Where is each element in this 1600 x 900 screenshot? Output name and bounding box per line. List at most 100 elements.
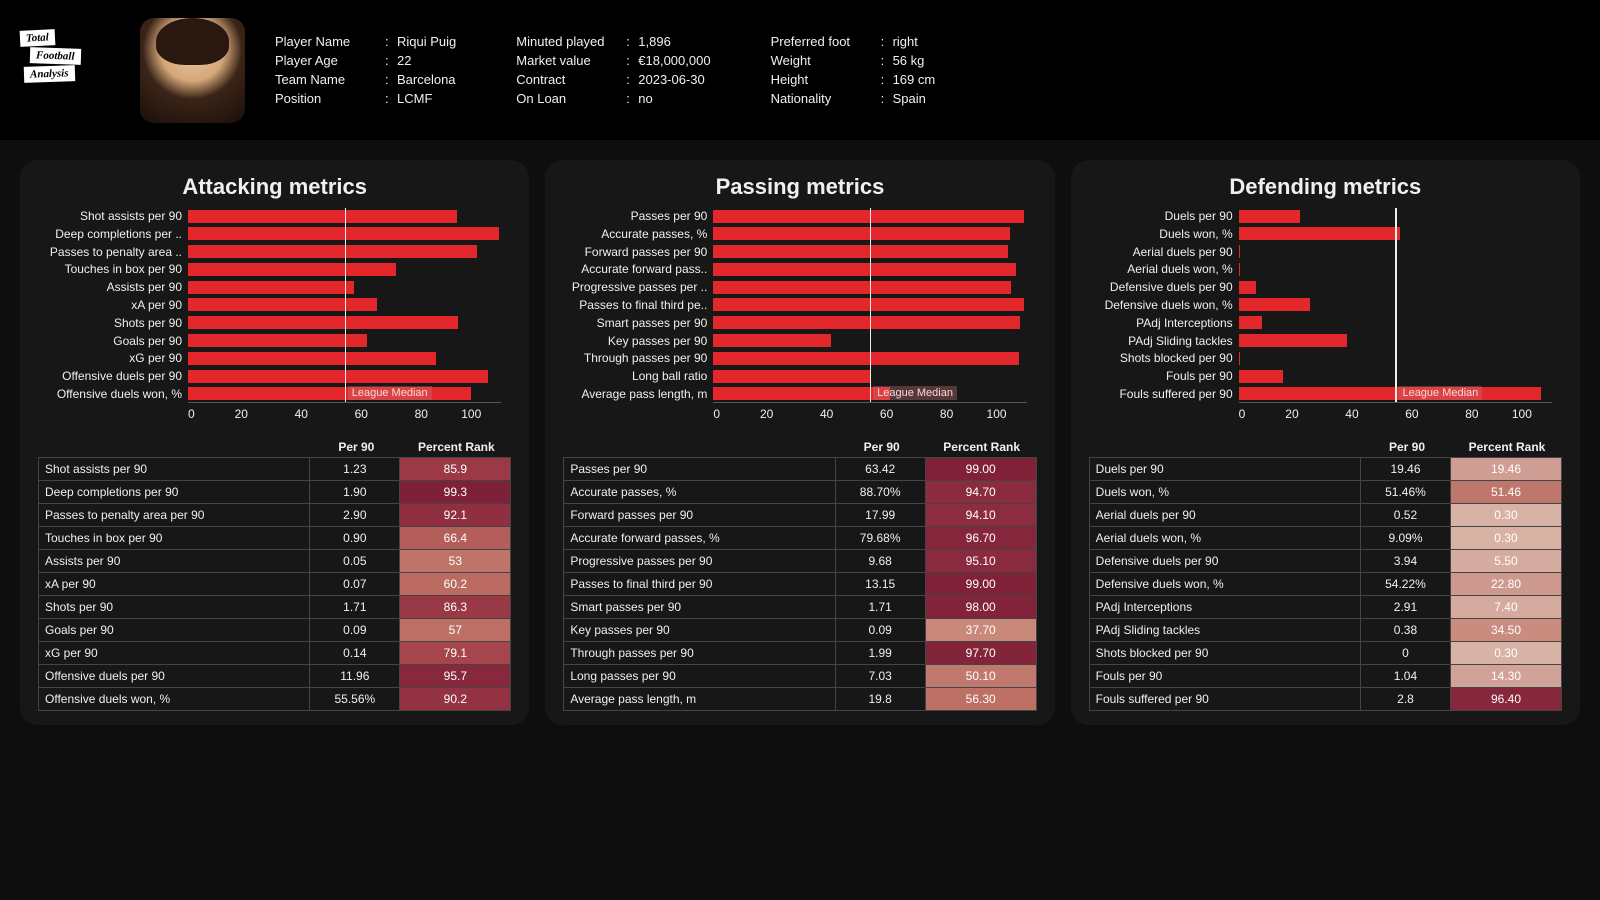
- td-rank: 86.3: [400, 596, 510, 618]
- info-separator: :: [881, 72, 893, 87]
- td-per90: 1.90: [310, 481, 400, 503]
- td-rank: 99.00: [926, 458, 1036, 480]
- bar-label: Goals per 90: [38, 334, 188, 348]
- td-rank: 57: [400, 619, 510, 641]
- info-separator: :: [385, 91, 397, 106]
- td-rank: 37.70: [926, 619, 1036, 641]
- table-body: Shot assists per 901.2385.9Deep completi…: [38, 458, 511, 711]
- info-value: Barcelona: [397, 72, 456, 87]
- td-metric: Smart passes per 90: [564, 596, 835, 618]
- info-value: Riqui Puig: [397, 34, 456, 49]
- td-metric: Defensive duels won, %: [1090, 573, 1361, 595]
- bar-label: xA per 90: [38, 298, 188, 312]
- bar-label: Aerial duels per 90: [1089, 245, 1239, 259]
- td-metric: Shot assists per 90: [39, 458, 310, 480]
- bar-label: Duels per 90: [1089, 209, 1239, 223]
- bar-label: Shots per 90: [38, 316, 188, 330]
- info-value: no: [638, 91, 652, 106]
- x-tick: 100: [987, 407, 1007, 428]
- td-per90: 0.09: [836, 619, 926, 641]
- bar-fill: [1239, 281, 1256, 294]
- info-separator: :: [385, 34, 397, 49]
- td-rank: 0.30: [1451, 642, 1561, 664]
- td-metric: Progressive passes per 90: [564, 550, 835, 572]
- table-row: xA per 900.0760.2: [38, 572, 511, 596]
- info-row: Player Age:22: [275, 53, 456, 68]
- info-value: 2023-06-30: [638, 72, 705, 87]
- td-rank: 0.30: [1451, 504, 1561, 526]
- info-label: Weight: [771, 53, 881, 68]
- table-row: Aerial duels won, %9.09%0.30: [1089, 526, 1562, 550]
- td-per90: 0.52: [1361, 504, 1451, 526]
- info-label: Team Name: [275, 72, 385, 87]
- info-row: Nationality:Spain: [771, 91, 936, 106]
- td-rank: 50.10: [926, 665, 1036, 687]
- bar-fill: [713, 370, 870, 383]
- td-rank: 95.7: [400, 665, 510, 687]
- bar-fill: [1239, 334, 1347, 347]
- percentile-bar-chart: Shot assists per 90Deep completions per …: [38, 208, 511, 428]
- player-avatar: [140, 18, 245, 123]
- info-separator: :: [881, 91, 893, 106]
- chart-x-axis: 020406080100: [1239, 402, 1552, 428]
- bar-label: Assists per 90: [38, 280, 188, 294]
- th-per90: Per 90: [837, 440, 927, 454]
- td-metric: Fouls suffered per 90: [1090, 688, 1361, 710]
- bar-fill: [713, 263, 1016, 276]
- bar-label: PAdj Interceptions: [1089, 316, 1239, 330]
- info-value: 22: [397, 53, 411, 68]
- bar-label: Passes to final third pe..: [563, 298, 713, 312]
- td-per90: 0.07: [310, 573, 400, 595]
- bar-label: Passes to penalty area ..: [38, 245, 188, 259]
- bar-fill: [1239, 387, 1541, 400]
- table-row: Passes per 9063.4299.00: [563, 457, 1036, 481]
- info-label: Player Age: [275, 53, 385, 68]
- x-tick: 100: [461, 407, 481, 428]
- td-metric: Average pass length, m: [564, 688, 835, 710]
- td-metric: Passes to penalty area per 90: [39, 504, 310, 526]
- td-rank: 22.80: [1451, 573, 1561, 595]
- info-row: On Loan:no: [516, 91, 710, 106]
- table-row: Defensive duels won, %54.22%22.80: [1089, 572, 1562, 596]
- td-metric: Passes per 90: [564, 458, 835, 480]
- info-label: Player Name: [275, 34, 385, 49]
- x-tick: 60: [355, 407, 368, 428]
- bar-fill: [188, 316, 458, 329]
- td-metric: Deep completions per 90: [39, 481, 310, 503]
- bar-fill: [188, 352, 436, 365]
- td-metric: Assists per 90: [39, 550, 310, 572]
- td-rank: 85.9: [400, 458, 510, 480]
- bar-label: Long ball ratio: [563, 369, 713, 383]
- td-per90: 0.90: [310, 527, 400, 549]
- table-row: PAdj Sliding tackles0.3834.50: [1089, 618, 1562, 642]
- bar-label: Defensive duels won, %: [1089, 298, 1239, 312]
- table-row: Shots blocked per 9000.30: [1089, 641, 1562, 665]
- info-column: Player Name:Riqui PuigPlayer Age:22Team …: [275, 34, 456, 106]
- bar-fill: [188, 245, 477, 258]
- bar-label: Progressive passes per ..: [563, 280, 713, 294]
- td-rank: 53: [400, 550, 510, 572]
- td-rank: 60.2: [400, 573, 510, 595]
- bar-fill: [1239, 316, 1262, 329]
- bar-fill: [188, 210, 457, 223]
- td-per90: 1.71: [310, 596, 400, 618]
- info-row: Height:169 cm: [771, 72, 936, 87]
- td-metric: Defensive duels per 90: [1090, 550, 1361, 572]
- td-per90: 13.15: [836, 573, 926, 595]
- metrics-panel: Defending metricsDuels per 90Duels won, …: [1071, 160, 1580, 725]
- x-tick: 80: [1465, 407, 1478, 428]
- td-per90: 9.68: [836, 550, 926, 572]
- td-metric: Long passes per 90: [564, 665, 835, 687]
- bar-label: Shot assists per 90: [38, 209, 188, 223]
- bar-fill: [713, 281, 1011, 294]
- td-metric: Accurate forward passes, %: [564, 527, 835, 549]
- table-row: Passes to final third per 9013.1599.00: [563, 572, 1036, 596]
- td-rank: 99.00: [926, 573, 1036, 595]
- td-metric: Accurate passes, %: [564, 481, 835, 503]
- percentile-bar-chart: Duels per 90Duels won, %Aerial duels per…: [1089, 208, 1562, 428]
- info-value: €18,000,000: [638, 53, 710, 68]
- info-label: Minuted played: [516, 34, 626, 49]
- th-metric: [38, 440, 311, 454]
- td-rank: 99.3: [400, 481, 510, 503]
- td-metric: Duels won, %: [1090, 481, 1361, 503]
